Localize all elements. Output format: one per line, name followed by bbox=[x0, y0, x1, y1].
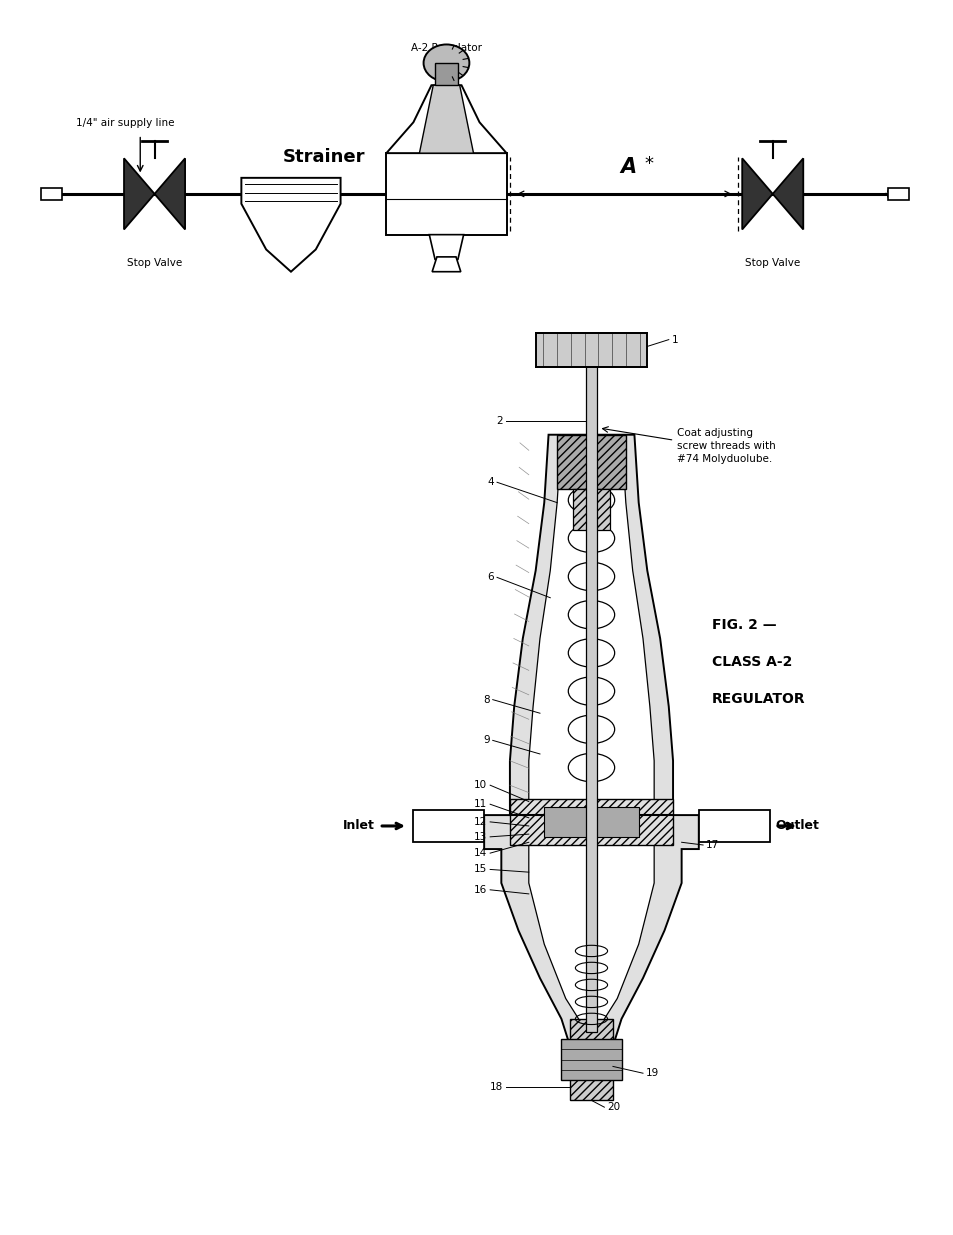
Text: A-2 Regulator: A-2 Regulator bbox=[411, 43, 481, 53]
Polygon shape bbox=[528, 435, 654, 1039]
Polygon shape bbox=[429, 235, 463, 259]
Text: 6: 6 bbox=[487, 572, 494, 583]
Text: Stop Valve: Stop Valve bbox=[127, 258, 182, 268]
Text: 9: 9 bbox=[483, 735, 490, 746]
Text: CLASS A-2: CLASS A-2 bbox=[711, 655, 791, 669]
Text: 1: 1 bbox=[671, 335, 678, 345]
Text: 19: 19 bbox=[645, 1068, 659, 1078]
Text: 17: 17 bbox=[705, 840, 719, 850]
Text: Stop Valve: Stop Valve bbox=[744, 258, 800, 268]
Text: 15: 15 bbox=[474, 864, 487, 874]
Text: 13: 13 bbox=[474, 832, 487, 842]
Bar bbox=[536, 333, 646, 367]
Bar bbox=[413, 810, 484, 842]
Polygon shape bbox=[419, 85, 473, 153]
Polygon shape bbox=[124, 158, 154, 230]
Bar bbox=[698, 810, 769, 842]
Bar bbox=[570, 1019, 612, 1100]
Bar bbox=[435, 63, 457, 85]
Text: 2: 2 bbox=[496, 416, 502, 426]
Ellipse shape bbox=[423, 44, 469, 82]
Text: 8: 8 bbox=[483, 694, 490, 705]
Text: Coat adjusting
screw threads with
#74 Molyduolube.: Coat adjusting screw threads with #74 Mo… bbox=[677, 429, 776, 464]
Text: REGULATOR: REGULATOR bbox=[711, 692, 804, 706]
Polygon shape bbox=[484, 435, 698, 1087]
Text: Outlet: Outlet bbox=[774, 820, 818, 832]
Text: Strainer: Strainer bbox=[283, 148, 365, 165]
Polygon shape bbox=[154, 158, 185, 230]
Bar bbox=[386, 153, 506, 235]
Bar bbox=[543, 808, 639, 837]
Bar bbox=[586, 353, 596, 1032]
Bar bbox=[509, 799, 672, 845]
Text: A: A bbox=[619, 157, 636, 177]
Text: 16: 16 bbox=[474, 884, 487, 895]
Bar bbox=[560, 1039, 621, 1079]
Bar bbox=[887, 188, 908, 200]
Bar bbox=[557, 435, 625, 489]
Text: FIG. 2 —: FIG. 2 — bbox=[711, 618, 776, 632]
Polygon shape bbox=[772, 158, 802, 230]
Text: 12: 12 bbox=[474, 816, 487, 827]
Polygon shape bbox=[432, 257, 460, 272]
Text: 10: 10 bbox=[474, 781, 487, 790]
Text: 18: 18 bbox=[489, 1082, 502, 1092]
Text: 11: 11 bbox=[474, 799, 487, 809]
Polygon shape bbox=[386, 85, 506, 153]
Text: 1/4" air supply line: 1/4" air supply line bbox=[76, 119, 174, 128]
Text: 4: 4 bbox=[487, 477, 494, 488]
Text: Inlet: Inlet bbox=[342, 820, 375, 832]
Text: *: * bbox=[644, 154, 653, 173]
Polygon shape bbox=[741, 158, 772, 230]
Polygon shape bbox=[241, 178, 340, 272]
Bar bbox=[572, 489, 610, 530]
Text: 20: 20 bbox=[606, 1102, 619, 1113]
Text: 14: 14 bbox=[474, 848, 487, 858]
Bar bbox=[41, 188, 62, 200]
